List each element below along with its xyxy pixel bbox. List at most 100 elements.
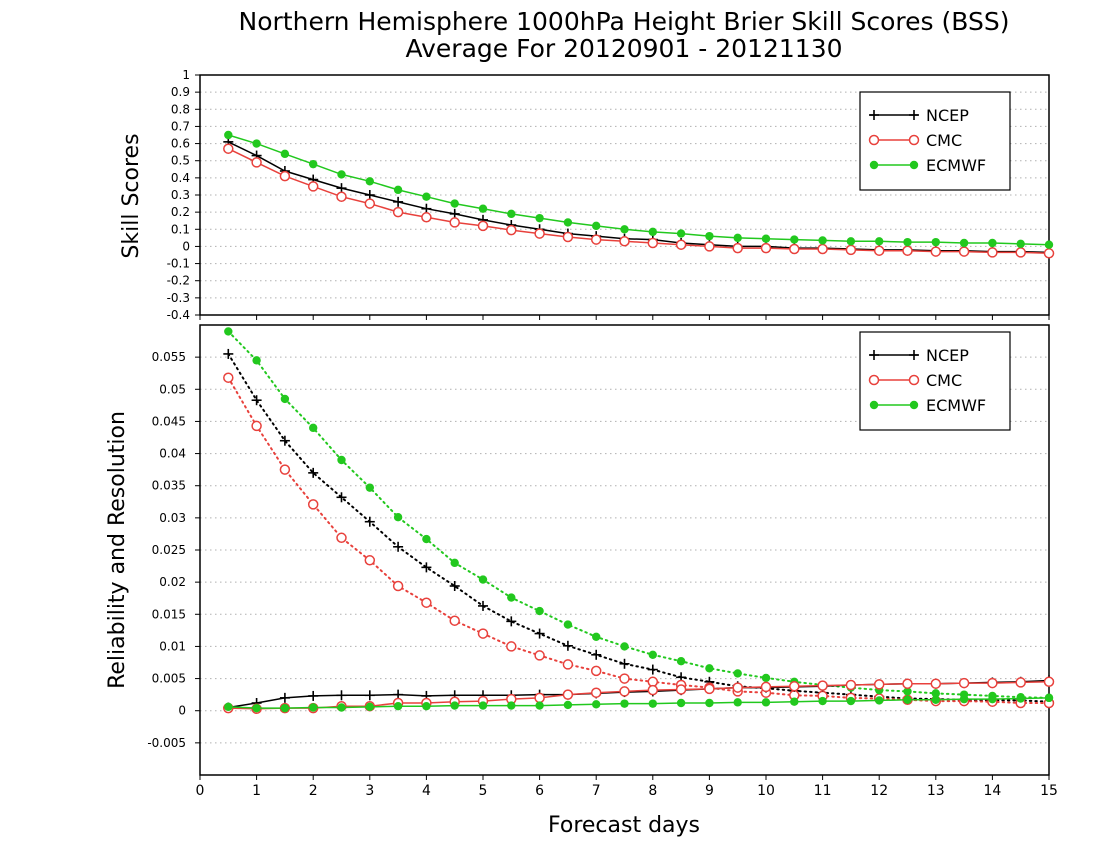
data-point (337, 703, 346, 712)
legend-marker (868, 134, 880, 146)
legend-entry-ecmwf: ECMWF (869, 396, 986, 415)
plot-frame (199, 324, 1050, 776)
x-tick-label: 5 (479, 783, 488, 799)
data-point (507, 593, 516, 602)
legend-box (859, 331, 1011, 431)
legend-label: CMC (926, 371, 962, 390)
y-tick-label: 0.6 (171, 137, 190, 151)
data-point (449, 615, 460, 626)
series-cmc (223, 143, 1055, 259)
y-tick-label: 0.9 (171, 85, 190, 99)
data-point (930, 246, 942, 257)
series-line (228, 134, 1050, 246)
data-point (279, 692, 290, 703)
data-point (224, 130, 233, 140)
x-tick-label: 10 (757, 783, 775, 799)
y-tick-label: 0.015 (152, 607, 186, 621)
data-point (818, 236, 827, 245)
data-point (675, 239, 687, 250)
data-point (817, 680, 828, 691)
data-point (252, 356, 261, 365)
legend-marker (909, 160, 919, 170)
legend-entry-ncep: NCEP (869, 106, 969, 125)
data-point (534, 628, 545, 639)
data-point (252, 703, 261, 713)
data-point (422, 534, 431, 544)
data-point (506, 224, 517, 236)
x-tick-label: 8 (648, 783, 657, 799)
data-point (422, 192, 431, 201)
data-point (903, 695, 912, 704)
x-tick-label: 9 (705, 783, 714, 799)
legend-label: ECMWF (926, 396, 986, 415)
data-point (392, 206, 404, 218)
legend-entry-ecmwf: ECMWF (869, 156, 986, 175)
data-point (364, 198, 376, 209)
data-point (563, 620, 573, 629)
data-point (590, 234, 602, 245)
x-tick-label: 2 (309, 783, 318, 799)
x-tick-label: 13 (927, 783, 945, 799)
y-tick-label: 0 (182, 239, 190, 253)
data-point (224, 327, 233, 336)
data-point (478, 575, 488, 584)
legend-label: ECMWF (926, 156, 986, 175)
data-point (930, 678, 942, 689)
data-point (987, 677, 998, 689)
legend-label: CMC (926, 131, 962, 150)
data-point (393, 185, 403, 195)
data-point (336, 690, 347, 701)
data-point (760, 242, 772, 254)
y-tick-label: 0.005 (152, 672, 186, 686)
data-point (478, 204, 488, 213)
series-line (228, 697, 1050, 709)
x-tick-label: 11 (814, 783, 832, 799)
data-point (280, 703, 290, 713)
data-point (421, 212, 432, 223)
data-point (902, 245, 913, 256)
x-axis-label: Forecast days (548, 813, 700, 838)
y-tick-label: -0.2 (167, 274, 190, 288)
data-point (958, 246, 970, 257)
data-point (449, 217, 460, 228)
legend-entry-ncep: NCEP (869, 346, 969, 365)
y-tick-label: 0.04 (159, 447, 186, 461)
data-point (365, 177, 374, 186)
data-point (393, 196, 404, 207)
data-point (307, 499, 319, 510)
x-tick-label: 7 (592, 783, 601, 799)
plot-frame (199, 74, 1050, 316)
data-point (506, 641, 517, 652)
legend-marker (868, 374, 880, 386)
data-point (873, 679, 885, 690)
y-tick-label: 0.055 (152, 350, 186, 364)
y-tick-label: -0.3 (167, 291, 190, 305)
data-point (592, 700, 601, 709)
y-tick-label: 0.045 (152, 414, 186, 428)
data-point (364, 555, 376, 566)
legend-marker (908, 374, 920, 386)
data-point (392, 580, 404, 592)
data-point (477, 628, 489, 639)
data-point (761, 234, 771, 243)
data-point (309, 703, 318, 712)
data-point (931, 237, 940, 247)
y-tick-label: -0.4 (167, 308, 190, 322)
y-tick-label: 0 (178, 704, 186, 718)
data-point (619, 658, 630, 669)
data-point (903, 237, 912, 247)
data-point (280, 394, 290, 404)
data-point (450, 701, 459, 710)
y-tick-label: 0.8 (171, 102, 190, 116)
data-point (647, 237, 659, 249)
data-point (364, 516, 375, 527)
data-point (365, 702, 374, 712)
data-point (308, 690, 319, 701)
data-point (959, 238, 969, 248)
data-point (619, 673, 630, 684)
data-point (790, 235, 799, 244)
data-point (223, 372, 234, 383)
data-point (733, 233, 742, 243)
data-point (364, 690, 375, 701)
data-point (1044, 693, 1054, 703)
